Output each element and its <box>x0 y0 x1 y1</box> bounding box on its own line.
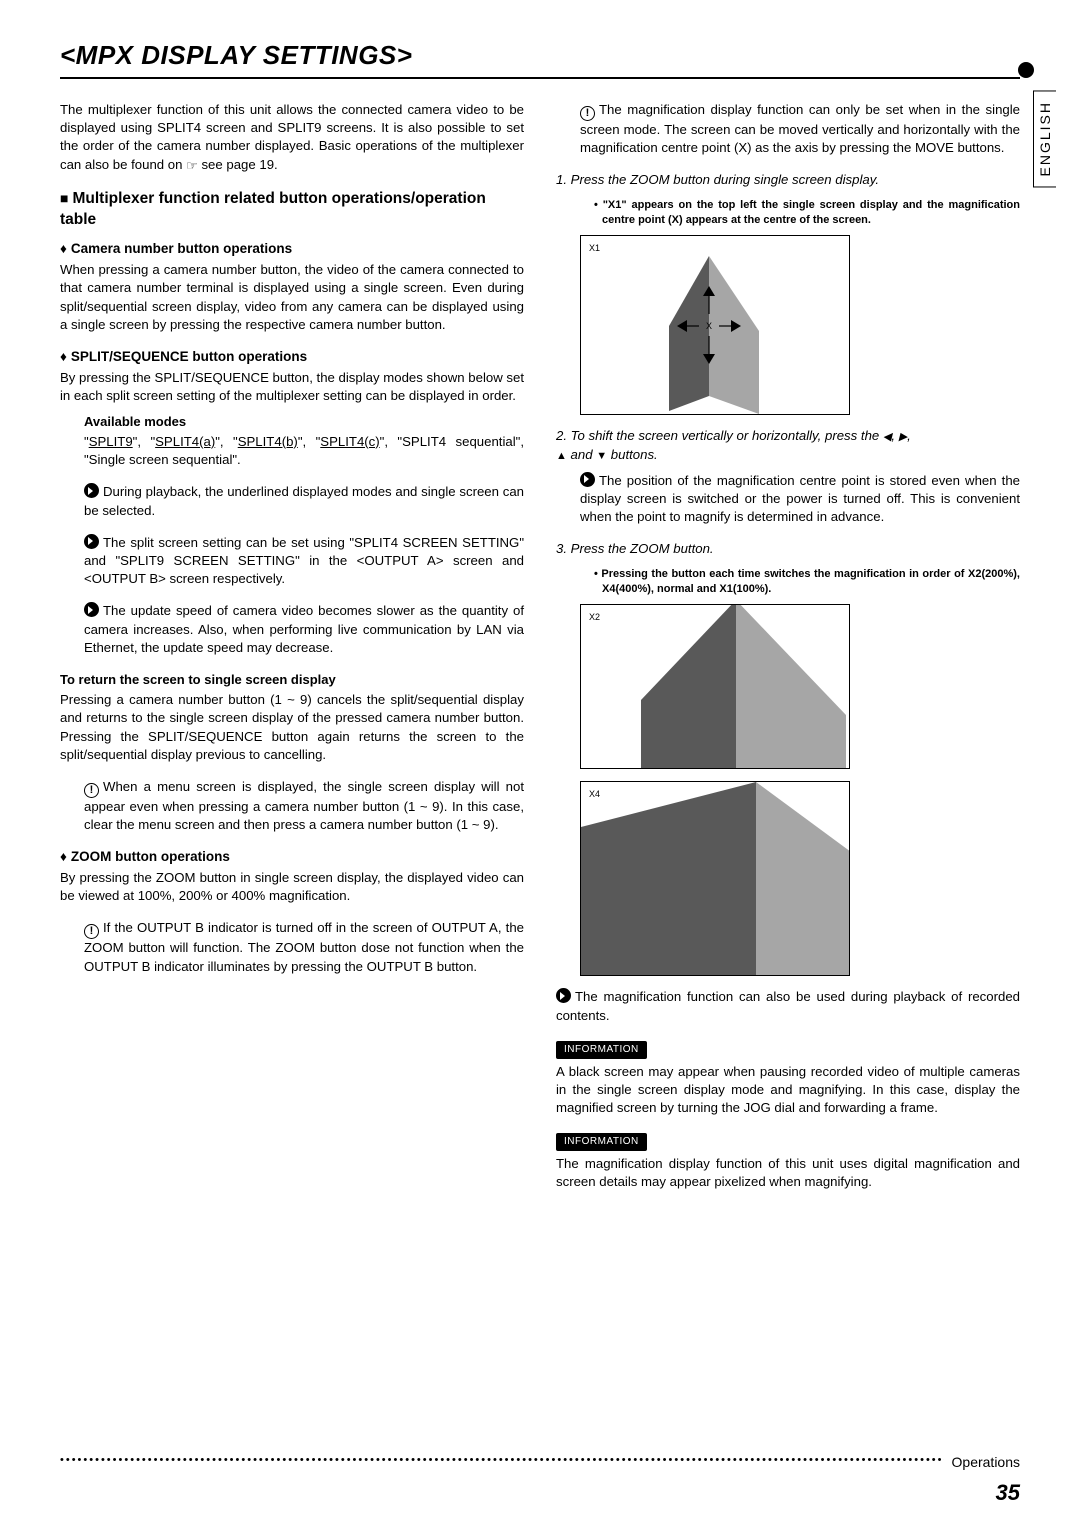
exclaim-icon: ! <box>580 106 595 121</box>
note-split-setting: The split screen setting can be set usin… <box>84 534 524 589</box>
shape-x2 <box>581 605 850 769</box>
arrow-icon <box>84 602 99 617</box>
shape-x1: X <box>581 236 850 415</box>
warn-menu: !When a menu screen is displayed, the si… <box>84 778 524 834</box>
language-tab: ENGLISH <box>1033 90 1056 187</box>
step-1-bullet: • "X1" appears on the top left the singl… <box>592 198 1020 228</box>
note-playback: During playback, the underlined displaye… <box>84 483 524 519</box>
arrow-icon <box>84 483 99 498</box>
arrow-icon <box>84 534 99 549</box>
warn-output: !If the OUTPUT B indicator is turned off… <box>84 919 524 975</box>
info-black-screen: A black screen may appear when pausing r… <box>556 1063 1020 1118</box>
exclaim-icon: ! <box>84 783 99 798</box>
diagram-x1: X1 X <box>580 235 850 415</box>
page-ref-icon: ☞ <box>186 157 198 175</box>
diagram-x2: X2 <box>580 604 850 769</box>
return-heading: To return the screen to single screen di… <box>60 671 524 689</box>
note-playback-mag: The magnification function can also be u… <box>556 988 1020 1024</box>
return-paragraph: Pressing a camera number button (1 ~ 9) … <box>60 691 524 764</box>
step-1: 1. Press the ZOOM button during single s… <box>556 171 1020 189</box>
available-modes-list: "SPLIT9", "SPLIT4(a)", "SPLIT4(b)", "SPL… <box>84 433 524 469</box>
svg-text:X: X <box>706 321 712 331</box>
step-2: 2. To shift the screen vertically or hor… <box>556 427 1020 463</box>
camera-heading: ♦Camera number button operations <box>60 240 524 259</box>
camera-paragraph: When pressing a camera number button, th… <box>60 261 524 334</box>
zoom-heading: ♦ZOOM button operations <box>60 848 524 867</box>
title-bullet <box>1018 62 1034 78</box>
split-paragraph: By pressing the SPLIT/SEQUENCE button, t… <box>60 369 524 405</box>
exclaim-icon: ! <box>84 924 99 939</box>
intro-paragraph: The multiplexer function of this unit al… <box>60 101 524 175</box>
information-badge: INFORMATION <box>556 1133 647 1151</box>
arrow-icon <box>556 988 571 1003</box>
info-pixelized: The magnification display function of th… <box>556 1155 1020 1191</box>
note-update-speed: The update speed of camera video becomes… <box>84 602 524 657</box>
arrow-icon <box>580 472 595 487</box>
title-bar: <MPX DISPLAY SETTINGS> <box>60 40 1020 79</box>
content-columns: The multiplexer function of this unit al… <box>60 101 1020 1205</box>
section-heading: ■Multiplexer function related button ope… <box>60 189 524 231</box>
available-modes-block: Available modes "SPLIT9", "SPLIT4(a)", "… <box>84 413 524 469</box>
information-badge: INFORMATION <box>556 1041 647 1059</box>
available-modes-heading: Available modes <box>84 413 524 431</box>
zoom-paragraph: By pressing the ZOOM button in single sc… <box>60 869 524 905</box>
split-heading: ♦SPLIT/SEQUENCE button operations <box>60 348 524 367</box>
diagram-x4: X4 <box>580 781 850 976</box>
footer-dots: ••••••••••••••••••••••••••••••••••••••••… <box>60 1454 1020 1466</box>
page-title: <MPX DISPLAY SETTINGS> <box>60 40 1020 71</box>
footer-label: Operations <box>944 1454 1020 1470</box>
left-column: The multiplexer function of this unit al… <box>60 101 524 1205</box>
shape-x4 <box>581 782 850 976</box>
right-column: !The magnification display function can … <box>556 101 1020 1205</box>
page-number: 35 <box>996 1480 1020 1506</box>
warn-magnification: !The magnification display function can … <box>580 101 1020 157</box>
step-3-bullet: • Pressing the button each time switches… <box>592 567 1020 597</box>
note-position-stored: The position of the magnification centre… <box>580 472 1020 527</box>
step-3: 3. Press the ZOOM button. <box>556 540 1020 558</box>
